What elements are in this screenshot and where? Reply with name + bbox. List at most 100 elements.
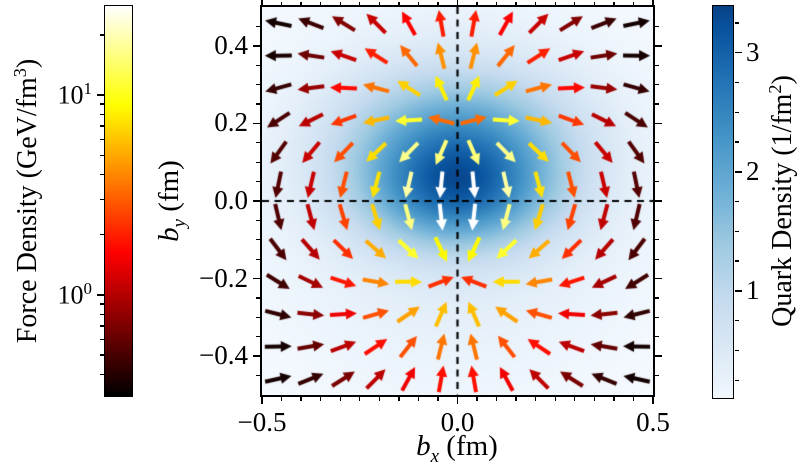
tick-mark: [437, 2, 439, 6]
tick-mark: [253, 355, 260, 357]
tick-mark: [735, 290, 742, 292]
force-colorbar-title-sup: 3: [9, 68, 30, 78]
force-colorbar-tick-label: 101: [57, 79, 92, 110]
tick-mark: [735, 230, 739, 233]
tick-mark: [613, 397, 615, 401]
tick-mark: [655, 142, 659, 144]
tick-mark: [100, 338, 104, 340]
tick-mark: [535, 2, 537, 6]
tick-mark: [574, 2, 576, 6]
tick-mark: [256, 239, 260, 241]
tick-mark: [100, 103, 104, 105]
tick-mark: [359, 397, 361, 401]
tick-mark: [515, 397, 517, 401]
tick-mark: [632, 2, 635, 6]
density-colorbar-title-sup: 2: [764, 84, 785, 94]
tick-mark: [100, 198, 104, 201]
tick-mark: [256, 180, 260, 183]
tick-mark: [655, 103, 659, 105]
tick-mark: [735, 349, 739, 352]
tick-mark: [300, 2, 302, 6]
tick-mark: [256, 64, 260, 66]
tick-mark: [280, 397, 283, 401]
tick-mark: [735, 111, 739, 113]
tick-mark: [456, 397, 459, 404]
tick-mark: [256, 316, 260, 319]
tick-mark: [417, 2, 420, 6]
y-tick-label: 0.2: [214, 107, 248, 138]
tick-mark: [655, 277, 662, 280]
tick-mark: [613, 2, 615, 6]
y-tick-label: 0.4: [214, 29, 248, 60]
tick-mark: [256, 83, 260, 86]
tick-mark: [655, 374, 659, 377]
x-axis-title: bx (fm): [416, 430, 498, 467]
tick-mark: [593, 2, 596, 6]
tick-mark: [495, 2, 498, 6]
tick-mark: [100, 313, 104, 316]
force-colorbar-title: Force Density (GeV/fm3): [9, 58, 44, 344]
tick-mark: [655, 45, 662, 47]
density-colorbar: [712, 5, 734, 399]
tick-mark: [655, 316, 659, 319]
tick-mark: [378, 397, 380, 401]
tick-mark: [100, 113, 104, 116]
tick-mark: [256, 142, 260, 144]
tick-mark: [253, 45, 260, 47]
tick-mark: [100, 303, 104, 305]
tick-mark: [256, 336, 260, 338]
density-colorbar-tick-label: 3: [746, 36, 760, 67]
tick-mark: [655, 258, 659, 260]
tick-mark: [735, 51, 742, 54]
tick-mark: [256, 25, 260, 28]
tick-mark: [319, 397, 322, 401]
tick-mark: [100, 373, 104, 376]
tick-mark: [655, 239, 659, 241]
tick-mark: [655, 355, 662, 357]
tick-mark: [655, 180, 659, 183]
tick-mark: [398, 397, 400, 401]
tick-mark: [261, 397, 263, 404]
tick-mark: [655, 25, 659, 28]
tick-mark: [256, 161, 260, 163]
tick-mark: [100, 354, 104, 356]
y-tick-label: −0.4: [199, 340, 248, 371]
tick-mark: [735, 320, 739, 322]
tick-mark: [253, 122, 260, 125]
main-plot: [260, 5, 655, 397]
tick-mark: [280, 2, 283, 6]
tick-mark: [456, 0, 459, 6]
tick-mark: [437, 397, 439, 401]
tick-mark: [100, 34, 104, 36]
tick-mark: [735, 379, 739, 381]
tick-mark: [632, 397, 635, 401]
tick-mark: [100, 125, 104, 127]
tick-mark: [735, 22, 739, 24]
tick-mark: [655, 83, 659, 86]
density-colorbar-title: Quark Density (1/fm2): [764, 75, 799, 327]
tick-mark: [655, 297, 659, 299]
tick-mark: [359, 2, 361, 6]
force-colorbar: [104, 5, 133, 397]
tick-mark: [417, 397, 420, 401]
tick-mark: [319, 2, 322, 6]
tick-mark: [735, 81, 739, 84]
tick-mark: [97, 294, 104, 296]
tick-mark: [256, 297, 260, 299]
tick-mark: [256, 374, 260, 377]
tick-mark: [100, 173, 104, 176]
tick-mark: [735, 141, 739, 143]
tick-mark: [735, 200, 739, 203]
tick-mark: [495, 397, 498, 401]
tick-mark: [593, 397, 596, 401]
tick-mark: [655, 336, 659, 338]
tick-mark: [515, 2, 517, 6]
tick-mark: [378, 2, 380, 6]
tick-mark: [398, 2, 400, 6]
tick-mark: [253, 277, 260, 280]
tick-mark: [300, 397, 302, 401]
density-colorbar-tick-label: 2: [746, 155, 760, 186]
tick-mark: [100, 325, 104, 327]
tick-mark: [339, 2, 341, 6]
tick-mark: [535, 397, 537, 401]
